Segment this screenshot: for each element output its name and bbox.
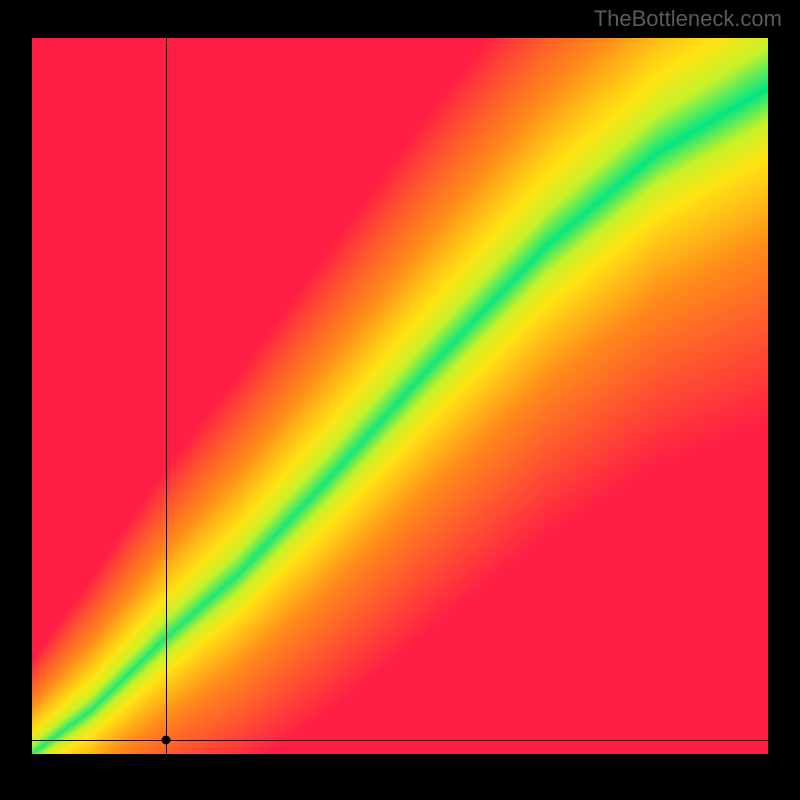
crosshair-horizontal — [32, 740, 768, 741]
watermark-text: TheBottleneck.com — [594, 6, 782, 32]
heatmap-plot — [32, 38, 768, 754]
marker-dot — [161, 735, 170, 744]
crosshair-vertical — [166, 38, 167, 754]
heatmap-canvas — [32, 38, 768, 754]
